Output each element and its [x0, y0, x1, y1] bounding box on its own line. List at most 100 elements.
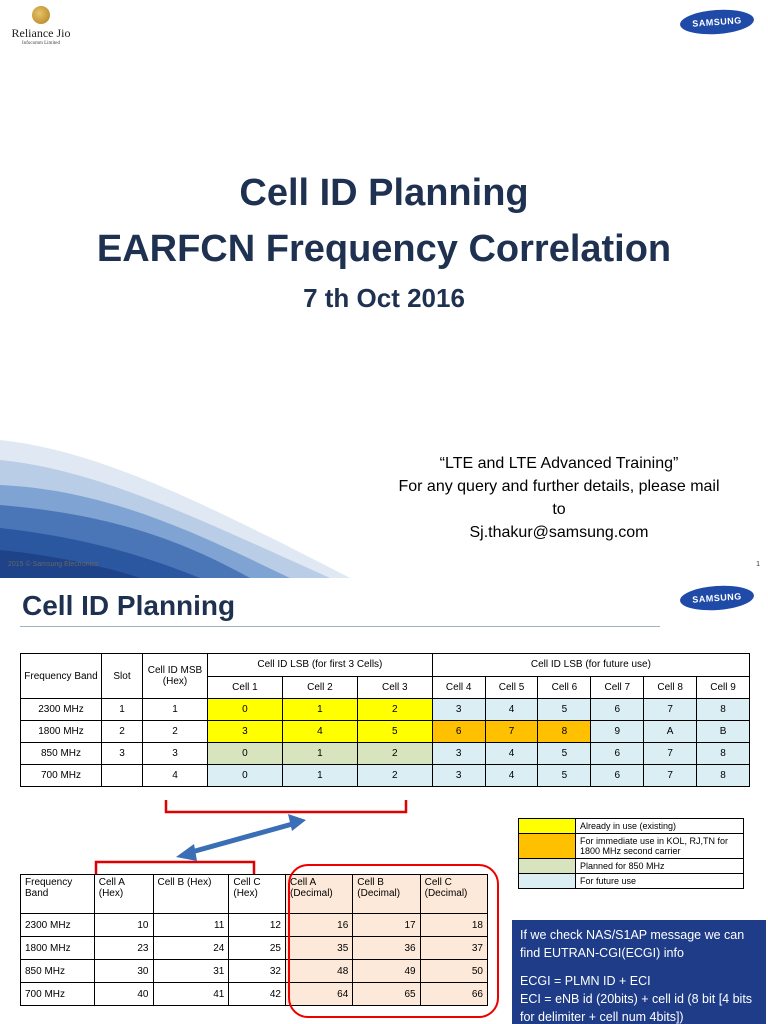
- lsb-cell: 6: [431, 720, 486, 743]
- lsb-cell: 3: [431, 764, 486, 787]
- value-cell: 49: [352, 959, 421, 983]
- arrow-head-right: [288, 814, 306, 831]
- table-row: 2300 MHz 1 1 0 1 2 3 4 5 6 7 8: [20, 698, 750, 721]
- lsb-cell: 1: [281, 698, 358, 721]
- value-cell: 48: [284, 959, 354, 983]
- table-subheader-row: Cell 1 Cell 2 Cell 3 Cell 4 Cell 5 Cell …: [21, 675, 750, 699]
- value-cell: 41: [152, 982, 230, 1006]
- value-cell: 10: [93, 913, 154, 937]
- info-line-1: If we check NAS/S1AP message we can find…: [520, 928, 745, 960]
- bracket-arrow-graphic: [94, 800, 408, 874]
- band-cell: 850 MHz: [20, 959, 95, 983]
- arrow-head-left: [176, 844, 197, 861]
- table-row: 700 MHz 4 0 1 2 3 4 5 6 7 8: [20, 764, 750, 787]
- lsb-cell: 7: [643, 742, 698, 765]
- header-cell: Cell C (Hex): [228, 874, 286, 914]
- value-cell: 31: [152, 959, 230, 983]
- value-cell: 16: [284, 913, 354, 937]
- legend-row: For immediate use in KOL, RJ,TN for 1800…: [518, 833, 744, 859]
- lsb-cell: 6: [590, 742, 645, 765]
- value-cell: 32: [228, 959, 286, 983]
- lsb-cell: 1: [281, 742, 358, 765]
- cell-id-lsb-table: Frequency Band Slot Cell ID MSB (Hex) Ce…: [20, 653, 751, 787]
- lsb-cell: 6: [590, 698, 645, 721]
- title-slide: Reliance Jio Infocomm Limited SAMSUNG Ce…: [0, 6, 760, 578]
- legend-row: For future use: [518, 873, 744, 889]
- msb-cell: 4: [142, 764, 208, 787]
- lsb-cell: 3: [207, 720, 283, 743]
- samsung-logo: SAMSUNG: [679, 7, 755, 37]
- title-divider: [20, 626, 660, 627]
- value-cell: 40: [93, 982, 154, 1006]
- top-bracket: [164, 800, 408, 814]
- value-cell: 12: [228, 913, 286, 937]
- header-cell: Cell 3: [356, 675, 433, 699]
- value-cell: 23: [93, 936, 154, 960]
- bottom-bracket: [94, 860, 256, 874]
- legend-swatch-yellow: [518, 818, 576, 834]
- band-cell: 700 MHz: [20, 982, 95, 1006]
- legend-label: Planned for 850 MHz: [575, 858, 744, 874]
- legend-label: Already in use (existing): [575, 818, 744, 834]
- value-cell: 36: [352, 936, 421, 960]
- contact-email-link[interactable]: Sj.thakur@samsung.com: [469, 524, 649, 541]
- lsb-cell: 7: [643, 764, 698, 787]
- header-cell: Cell B (Hex): [152, 874, 230, 914]
- value-cell: 66: [419, 982, 489, 1006]
- ecgi-info-box: If we check NAS/S1AP message we can find…: [512, 920, 766, 1024]
- lsb-cell: 9: [590, 720, 645, 743]
- header-cell: Cell A (Hex): [93, 874, 154, 914]
- table-row: 850 MHz 30 31 32 48 49 50: [20, 959, 489, 983]
- legend-swatch-orange: [518, 833, 576, 859]
- lsb-cell: 7: [643, 698, 698, 721]
- table-header-row: Frequency Band Cell A (Hex) Cell B (Hex)…: [20, 874, 489, 914]
- header-slot: Slot: [101, 653, 143, 699]
- decimal-highlight-box: [288, 864, 499, 1018]
- hex-decimal-table: Frequency Band Cell A (Hex) Cell B (Hex)…: [20, 874, 489, 1006]
- band-cell: 1800 MHz: [20, 936, 95, 960]
- lsb-cell: 8: [696, 764, 750, 787]
- header-cell: Cell A (Decimal): [284, 874, 354, 914]
- table-row: 850 MHz 3 3 0 1 2 3 4 5 6 7 8: [20, 742, 750, 765]
- value-cell: 17: [352, 913, 421, 937]
- value-cell: 65: [352, 982, 421, 1006]
- title-line-1: Cell ID Planning: [239, 172, 529, 214]
- cell-id-planning-slide: Cell ID Planning SAMSUNG Frequency Band …: [0, 578, 768, 1024]
- value-cell: 25: [228, 936, 286, 960]
- logo-subtitle: Infocomm Limited: [22, 41, 60, 46]
- lsb-cell: 8: [696, 698, 750, 721]
- reliance-jio-logo: Reliance Jio Infocomm Limited: [6, 6, 76, 46]
- table-row: 2300 MHz 10 11 12 16 17 18: [20, 913, 489, 937]
- value-cell: 30: [93, 959, 154, 983]
- lsb-cell: B: [696, 720, 750, 743]
- value-cell: 24: [152, 936, 230, 960]
- lsb-cell: 0: [207, 698, 283, 721]
- info-line-2: ECGI = PLMN ID + ECI: [520, 974, 651, 988]
- lsb-cell: A: [643, 720, 698, 743]
- lsb-cell: 5: [537, 742, 592, 765]
- legend-label: For immediate use in KOL, RJ,TN for 1800…: [575, 833, 744, 859]
- legend-label: For future use: [575, 873, 744, 889]
- slide-title: Cell ID Planning: [22, 590, 236, 621]
- lsb-cell: 5: [356, 720, 433, 743]
- training-title: “LTE and LTE Advanced Training”: [439, 455, 679, 472]
- to-text: to: [552, 501, 566, 518]
- contact-block: “LTE and LTE Advanced Training” For any …: [375, 452, 743, 544]
- lsb-cell: 3: [431, 742, 486, 765]
- correlation-arrow-shaft: [187, 820, 297, 856]
- page-number: 1: [756, 561, 760, 568]
- lsb-cell: 0: [207, 764, 283, 787]
- value-cell: 11: [152, 913, 230, 937]
- date-line: 7 th Oct 2016: [303, 283, 465, 313]
- legend-row: Planned for 850 MHz: [518, 858, 744, 874]
- title-line-2: EARFCN Frequency Correlation: [96, 228, 672, 270]
- decorative-wave-graphic: [0, 440, 350, 578]
- color-legend: Already in use (existing) For immediate …: [518, 818, 744, 889]
- jio-emblem-icon: [32, 6, 50, 24]
- lsb-cell: 0: [207, 742, 283, 765]
- value-cell: 18: [419, 913, 489, 937]
- legend-row: Already in use (existing): [518, 818, 744, 834]
- query-text: For any query and further details, pleas…: [398, 478, 720, 495]
- lsb-cell: 6: [590, 764, 645, 787]
- info-line-3: ECI = eNB id (20bits) + cell id (8 bit […: [520, 992, 753, 1024]
